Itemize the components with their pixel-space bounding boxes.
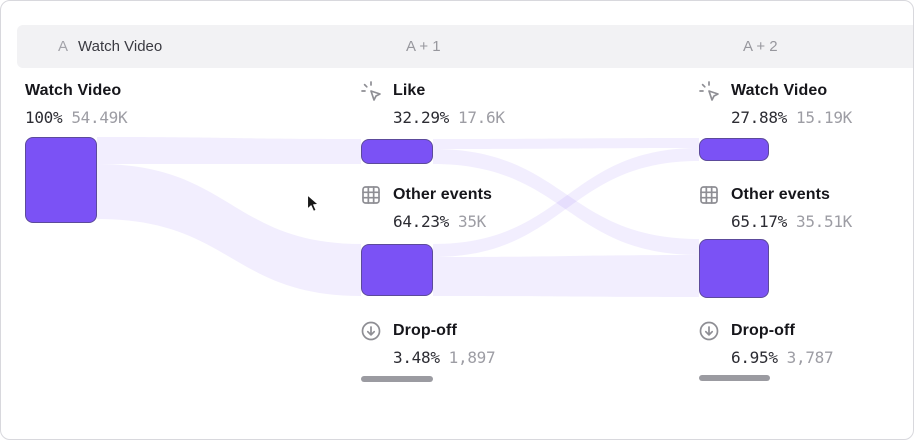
dropoff-bar-step2[interactable]: [699, 375, 770, 381]
event-count: 17.6K: [458, 108, 505, 127]
grid-icon: [697, 183, 721, 207]
flow-like-to-otherevents2[interactable]: [433, 149, 699, 255]
event-label: Other events: [731, 186, 831, 203]
event-percent: 32.29%: [393, 108, 449, 127]
event-item-other-events-step2[interactable]: Other events 65.17% 35.51K: [697, 183, 852, 231]
event-item-watch-video-step0[interactable]: Watch Video 100% 54.49K: [25, 79, 128, 127]
event-label: Like: [393, 82, 426, 99]
event-percent: 3.48%: [393, 348, 440, 367]
event-percent: 6.95%: [731, 348, 778, 367]
mouse-cursor-icon: [306, 194, 320, 218]
step-letter: A: [58, 38, 69, 55]
flow-like-to-watchvideo2[interactable]: [433, 138, 699, 149]
step-chevron-a1[interactable]: A + 1: [358, 25, 739, 68]
step-label: A + 2: [743, 38, 778, 55]
step-chevron-a2[interactable]: A + 2: [696, 25, 914, 68]
event-percent: 65.17%: [731, 212, 787, 231]
flow-otherevents-to-otherevents2[interactable]: [433, 255, 699, 297]
step-label: Watch Video: [78, 38, 163, 55]
event-item-watch-video-step2[interactable]: Watch Video 27.88% 15.19K: [697, 79, 852, 127]
event-count: 35K: [458, 212, 486, 231]
event-count: 35.51K: [796, 212, 852, 231]
event-percent: 64.23%: [393, 212, 449, 231]
event-label: Other events: [393, 186, 493, 203]
node-watch-video-step2[interactable]: [699, 138, 769, 161]
event-label: Watch Video: [731, 82, 828, 99]
event-percent: 27.88%: [731, 108, 787, 127]
event-item-like[interactable]: Like 32.29% 17.6K: [359, 79, 505, 127]
event-percent: 100%: [25, 108, 63, 127]
step-label: A + 1: [406, 38, 441, 55]
flow-otherevents-to-watchvideo2[interactable]: [433, 148, 699, 257]
event-label: Watch Video: [25, 82, 122, 99]
dropoff-bar-step1[interactable]: [361, 376, 433, 382]
flow-watchvideo-to-otherevents[interactable]: [97, 164, 361, 296]
event-count: 15.19K: [796, 108, 852, 127]
node-watch-video-step0[interactable]: [25, 137, 97, 223]
event-item-dropoff-step1[interactable]: Drop-off 3.48% 1,897: [359, 319, 496, 367]
click-icon: [697, 79, 721, 103]
flow-watchvideo-to-like[interactable]: [97, 137, 361, 164]
grid-icon: [359, 183, 383, 207]
dropoff-icon: [359, 319, 383, 343]
step-chevron-a[interactable]: A Watch Video: [17, 25, 394, 68]
event-item-dropoff-step2[interactable]: Drop-off 6.95% 3,787: [697, 319, 834, 367]
event-count: 1,897: [448, 348, 496, 367]
event-count: 54.49K: [71, 108, 128, 127]
event-label: Drop-off: [731, 322, 795, 339]
event-count: 3,787: [786, 348, 834, 367]
dropoff-icon: [697, 319, 721, 343]
node-like-step1[interactable]: [361, 139, 433, 164]
event-label: Drop-off: [393, 322, 457, 339]
click-icon: [359, 79, 383, 103]
node-other-events-step1[interactable]: [361, 244, 433, 296]
event-item-other-events-step1[interactable]: Other events 64.23% 35K: [359, 183, 492, 231]
node-other-events-step2[interactable]: [699, 239, 769, 298]
